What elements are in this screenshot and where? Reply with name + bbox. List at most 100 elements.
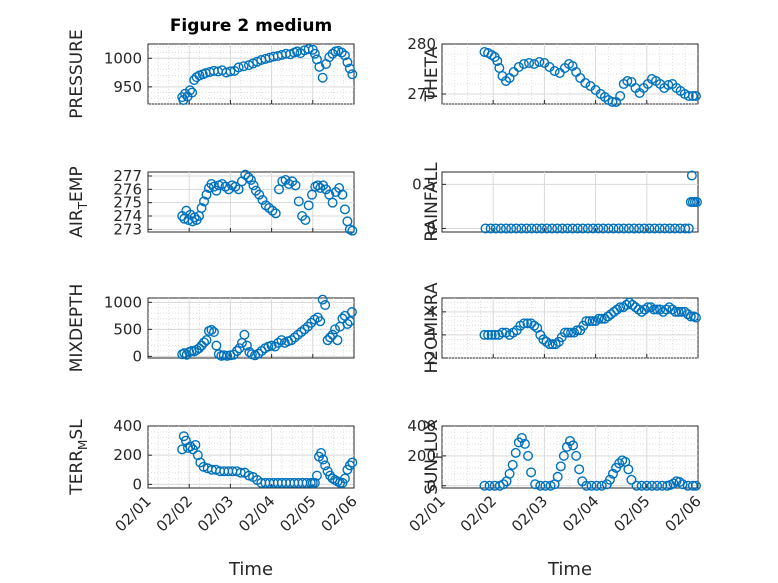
data-point xyxy=(618,223,629,234)
y-tick-label: 200 xyxy=(113,446,142,464)
data-point xyxy=(577,223,588,234)
data-point xyxy=(332,335,343,346)
data-point xyxy=(510,447,521,458)
data-point xyxy=(300,214,311,225)
data-point xyxy=(511,223,522,234)
data-point xyxy=(292,329,303,340)
y-tick-label: 400 xyxy=(407,417,436,435)
subplot-8: 0 200 400 02/01 02/02 02/03 02/04 02/05 02/06 Tim… xyxy=(406,417,705,580)
data-point xyxy=(623,464,634,475)
data-point xyxy=(497,327,508,338)
data-point xyxy=(574,464,585,475)
data-point xyxy=(661,304,672,315)
data-point xyxy=(283,178,294,189)
data-series xyxy=(177,431,358,488)
data-point xyxy=(598,223,609,234)
data-point xyxy=(526,223,537,234)
data-point xyxy=(518,59,529,70)
data-point xyxy=(342,57,353,68)
data-point xyxy=(240,169,251,180)
y-tick-label: 500 xyxy=(113,320,142,338)
data-point xyxy=(608,223,619,234)
data-point xyxy=(190,439,201,450)
y-tick-label: 0 xyxy=(132,475,142,493)
x-tick-label: 02/03 xyxy=(194,492,237,535)
y-tick-label: 2 xyxy=(426,349,436,367)
data-point xyxy=(253,348,264,359)
x-axis-label: Time xyxy=(228,559,273,580)
data-point xyxy=(344,460,355,471)
data-point xyxy=(315,182,326,193)
data-point xyxy=(667,304,678,315)
data-point xyxy=(316,447,327,458)
data-point xyxy=(615,302,626,313)
data-point xyxy=(687,480,698,491)
data-point xyxy=(244,347,255,358)
data-series xyxy=(479,47,701,107)
data-point xyxy=(639,223,650,234)
subplot-1: 950 1000 PRESSURE xyxy=(67,29,358,119)
data-point xyxy=(492,56,503,67)
data-point xyxy=(230,181,241,192)
data-point xyxy=(342,318,353,329)
data-point xyxy=(495,223,506,234)
data-point xyxy=(562,223,573,234)
data-point xyxy=(315,316,326,327)
data-point xyxy=(557,223,568,234)
data-point xyxy=(309,477,320,488)
data-point xyxy=(526,467,537,478)
y-tick-label: 950 xyxy=(113,78,142,96)
data-point xyxy=(659,223,670,234)
data-point xyxy=(685,311,696,322)
data-point xyxy=(508,66,519,77)
x-tick-label: 02/06 xyxy=(662,492,705,535)
data-point xyxy=(504,468,515,479)
y-tick-label: 273 xyxy=(113,220,142,238)
data-point xyxy=(225,66,236,77)
data-point xyxy=(211,340,222,351)
data-point xyxy=(257,194,268,205)
data-point xyxy=(306,317,317,328)
data-point xyxy=(623,223,634,234)
data-point xyxy=(642,302,653,313)
data-point xyxy=(529,320,540,331)
data-series xyxy=(177,44,358,105)
data-point xyxy=(586,480,597,491)
data-point xyxy=(549,65,560,76)
data-point xyxy=(683,90,694,101)
x-tick-label: 02/05 xyxy=(276,492,319,535)
data-point xyxy=(613,223,624,234)
data-point xyxy=(529,59,540,70)
data-point xyxy=(690,90,701,101)
data-point xyxy=(201,335,212,346)
data-point xyxy=(676,306,687,317)
data-point xyxy=(596,313,607,324)
data-point xyxy=(339,50,350,61)
data-point xyxy=(540,480,551,491)
data-point xyxy=(254,189,265,200)
data-point xyxy=(303,200,314,211)
data-point xyxy=(593,223,604,234)
y-axis-label: AIRTEMP xyxy=(67,166,90,237)
data-series xyxy=(480,170,702,234)
data-point xyxy=(293,196,304,207)
data-point xyxy=(501,223,512,234)
data-point xyxy=(346,307,357,318)
data-point xyxy=(596,480,607,491)
data-point xyxy=(584,316,595,327)
data-point xyxy=(264,202,275,213)
data-point xyxy=(513,62,524,73)
data-point xyxy=(603,223,614,234)
data-point xyxy=(552,471,563,482)
data-point xyxy=(567,223,578,234)
data-point xyxy=(691,196,702,207)
data-point xyxy=(311,470,322,481)
data-point xyxy=(327,329,338,340)
data-point xyxy=(243,172,254,183)
data-point xyxy=(644,223,655,234)
data-point xyxy=(199,337,210,348)
data-point xyxy=(669,223,680,234)
data-point xyxy=(320,184,331,195)
